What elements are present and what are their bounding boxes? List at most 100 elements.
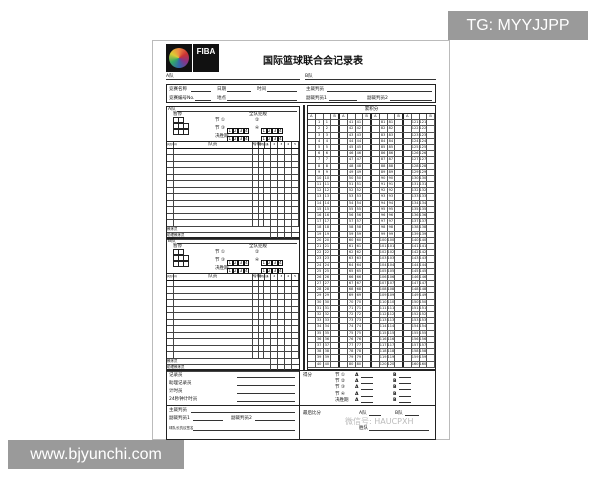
competition-field[interactable]: [191, 91, 211, 92]
final-b-field[interactable]: [405, 415, 419, 416]
running-score-row[interactable]: 10 10 50 50 90 90 130 130: [308, 175, 435, 183]
period-b-field[interactable]: [399, 383, 411, 385]
bottom-umpire1-field[interactable]: [193, 420, 223, 421]
player-row[interactable]: [167, 174, 300, 181]
running-score-row[interactable]: 30 30 70 70 110 110 150 150: [308, 299, 435, 306]
running-score-row[interactable]: 13 13 53 53 93 93 133 133: [308, 194, 435, 201]
team-foul-box[interactable]: 4: [277, 260, 284, 266]
period-a-field[interactable]: [361, 401, 373, 403]
asst-scorer-field[interactable]: [237, 385, 295, 386]
running-score-row[interactable]: 4 4 44 44 84 84 124 124: [308, 138, 435, 145]
place-field[interactable]: [227, 100, 297, 101]
referee-field[interactable]: [327, 91, 432, 92]
player-row[interactable]: [167, 287, 300, 294]
player-row[interactable]: [167, 148, 300, 155]
running-score-row[interactable]: 7 7 47 47 87 87 127 127: [308, 157, 435, 164]
team-foul-box[interactable]: 4: [243, 260, 250, 266]
team-foul-box[interactable]: 2: [232, 260, 239, 266]
time-field[interactable]: [267, 91, 297, 92]
player-row[interactable]: [167, 306, 300, 313]
asst-coach-row[interactable]: 助理教练员: [167, 233, 299, 240]
running-score-row[interactable]: 29 29 69 69 109 109 149 149: [308, 293, 435, 300]
player-row[interactable]: [167, 313, 300, 320]
running-score-row[interactable]: 39 39 79 79 119 119 159 159: [308, 355, 435, 362]
player-row[interactable]: [167, 332, 300, 339]
player-row[interactable]: [167, 181, 300, 188]
player-row[interactable]: [167, 280, 300, 287]
running-score-row[interactable]: 38 38 78 78 118 118 158 158: [308, 349, 435, 356]
player-row[interactable]: [167, 300, 300, 307]
running-score-row[interactable]: 24 24 64 64 104 104 144 144: [308, 262, 435, 269]
running-score-row[interactable]: 22 22 62 62 102 102 142 142: [308, 250, 435, 257]
running-score-row[interactable]: 19 19 59 59 99 99 139 139: [308, 231, 435, 238]
team-foul-box[interactable]: 3: [238, 260, 244, 266]
player-row[interactable]: [167, 207, 300, 214]
player-row[interactable]: [167, 293, 300, 300]
team-foul-box[interactable]: 1: [261, 260, 267, 266]
running-score-row[interactable]: 12 12 52 52 92 92 132 132: [308, 188, 435, 195]
running-score-row[interactable]: 9 9 49 49 89 89 129 129: [308, 169, 435, 176]
umpire1-field[interactable]: [329, 100, 357, 101]
team-foul-box[interactable]: 2: [232, 128, 239, 134]
running-score-row[interactable]: 5 5 45 45 85 85 125 125: [308, 144, 435, 152]
running-score-row[interactable]: 8 8 48 48 88 88 128 128: [308, 163, 435, 170]
running-score-row[interactable]: 2 2 42 42 82 82 122 122: [308, 126, 435, 133]
period-a-field[interactable]: [361, 389, 373, 391]
player-row[interactable]: [167, 213, 300, 220]
player-row[interactable]: [167, 168, 300, 175]
team-foul-box[interactable]: 4: [277, 128, 284, 134]
running-score-row[interactable]: 20 20 60 60 100 100 140 140: [308, 237, 435, 244]
running-score-row[interactable]: 16 16 56 56 96 96 136 136: [308, 213, 435, 220]
running-score-row[interactable]: 21 21 61 61 101 101 141 141: [308, 243, 435, 251]
team-foul-box[interactable]: 3: [272, 128, 278, 134]
running-score-row[interactable]: 37 37 77 77 117 117 157 157: [308, 342, 435, 350]
player-row[interactable]: [167, 200, 300, 207]
player-row[interactable]: [167, 319, 300, 326]
running-score-row[interactable]: 32 32 72 72 112 112 152 152: [308, 312, 435, 319]
running-score-row[interactable]: 40 40 80 80 120 120 160 160: [308, 361, 435, 368]
running-score-row[interactable]: 17 17 57 57 97 97 137 137: [308, 219, 435, 226]
team-foul-box[interactable]: 1: [227, 260, 233, 266]
period-b-field[interactable]: [399, 389, 411, 391]
player-row[interactable]: [167, 155, 300, 162]
running-score-row[interactable]: 27 27 67 67 107 107 147 147: [308, 281, 435, 288]
umpire2-field[interactable]: [390, 100, 432, 101]
period-b-field[interactable]: [399, 401, 411, 403]
player-row[interactable]: [167, 194, 300, 201]
running-score-row[interactable]: 18 18 58 58 98 98 138 138: [308, 225, 435, 232]
asst-coach-row[interactable]: 助理教练员: [167, 365, 299, 372]
player-row[interactable]: [167, 345, 300, 352]
bottom-umpire2-field[interactable]: [255, 420, 295, 421]
timeout-boxes[interactable]: [173, 249, 189, 267]
team-foul-box[interactable]: 4: [243, 128, 250, 134]
running-score-row[interactable]: 15 15 55 55 95 95 135 135: [308, 206, 435, 213]
captain-field[interactable]: [193, 430, 295, 431]
running-score-row[interactable]: 3 3 43 43 83 83 123 123: [308, 132, 435, 139]
game-no-field[interactable]: [195, 100, 211, 101]
running-score-row[interactable]: 28 28 68 68 108 108 148 148: [308, 287, 435, 294]
coach-row[interactable]: 教练员: [167, 358, 299, 365]
running-score-row[interactable]: 14 14 54 54 94 94 134 134: [308, 200, 435, 207]
running-score-row[interactable]: 36 36 76 76 116 116 156 156: [308, 336, 435, 343]
timeout-boxes[interactable]: [173, 117, 189, 135]
team-foul-box[interactable]: 3: [272, 260, 278, 266]
running-score-row[interactable]: 31 31 71 71 111 111 151 151: [308, 305, 435, 312]
team-foul-box[interactable]: 1: [227, 128, 233, 134]
team-foul-box[interactable]: 2: [266, 260, 273, 266]
player-row[interactable]: [167, 326, 300, 333]
running-score-row[interactable]: 23 23 63 63 103 103 143 143: [308, 256, 435, 263]
date-field[interactable]: [227, 91, 251, 92]
team-a-field[interactable]: A队: [166, 74, 300, 80]
running-score-row[interactable]: 33 33 73 73 113 113 153 153: [308, 318, 435, 325]
running-score-row[interactable]: 25 25 65 65 105 105 145 145: [308, 268, 435, 275]
team-foul-box[interactable]: 1: [261, 128, 267, 134]
period-b-field[interactable]: [399, 377, 411, 378]
running-score-row[interactable]: 11 11 51 51 91 91 131 131: [308, 182, 435, 189]
running-score-row[interactable]: 6 6 46 46 86 86 126 126: [308, 151, 435, 158]
player-row[interactable]: [167, 352, 300, 359]
timer-field[interactable]: [237, 393, 295, 394]
scorer-field[interactable]: [237, 377, 295, 378]
